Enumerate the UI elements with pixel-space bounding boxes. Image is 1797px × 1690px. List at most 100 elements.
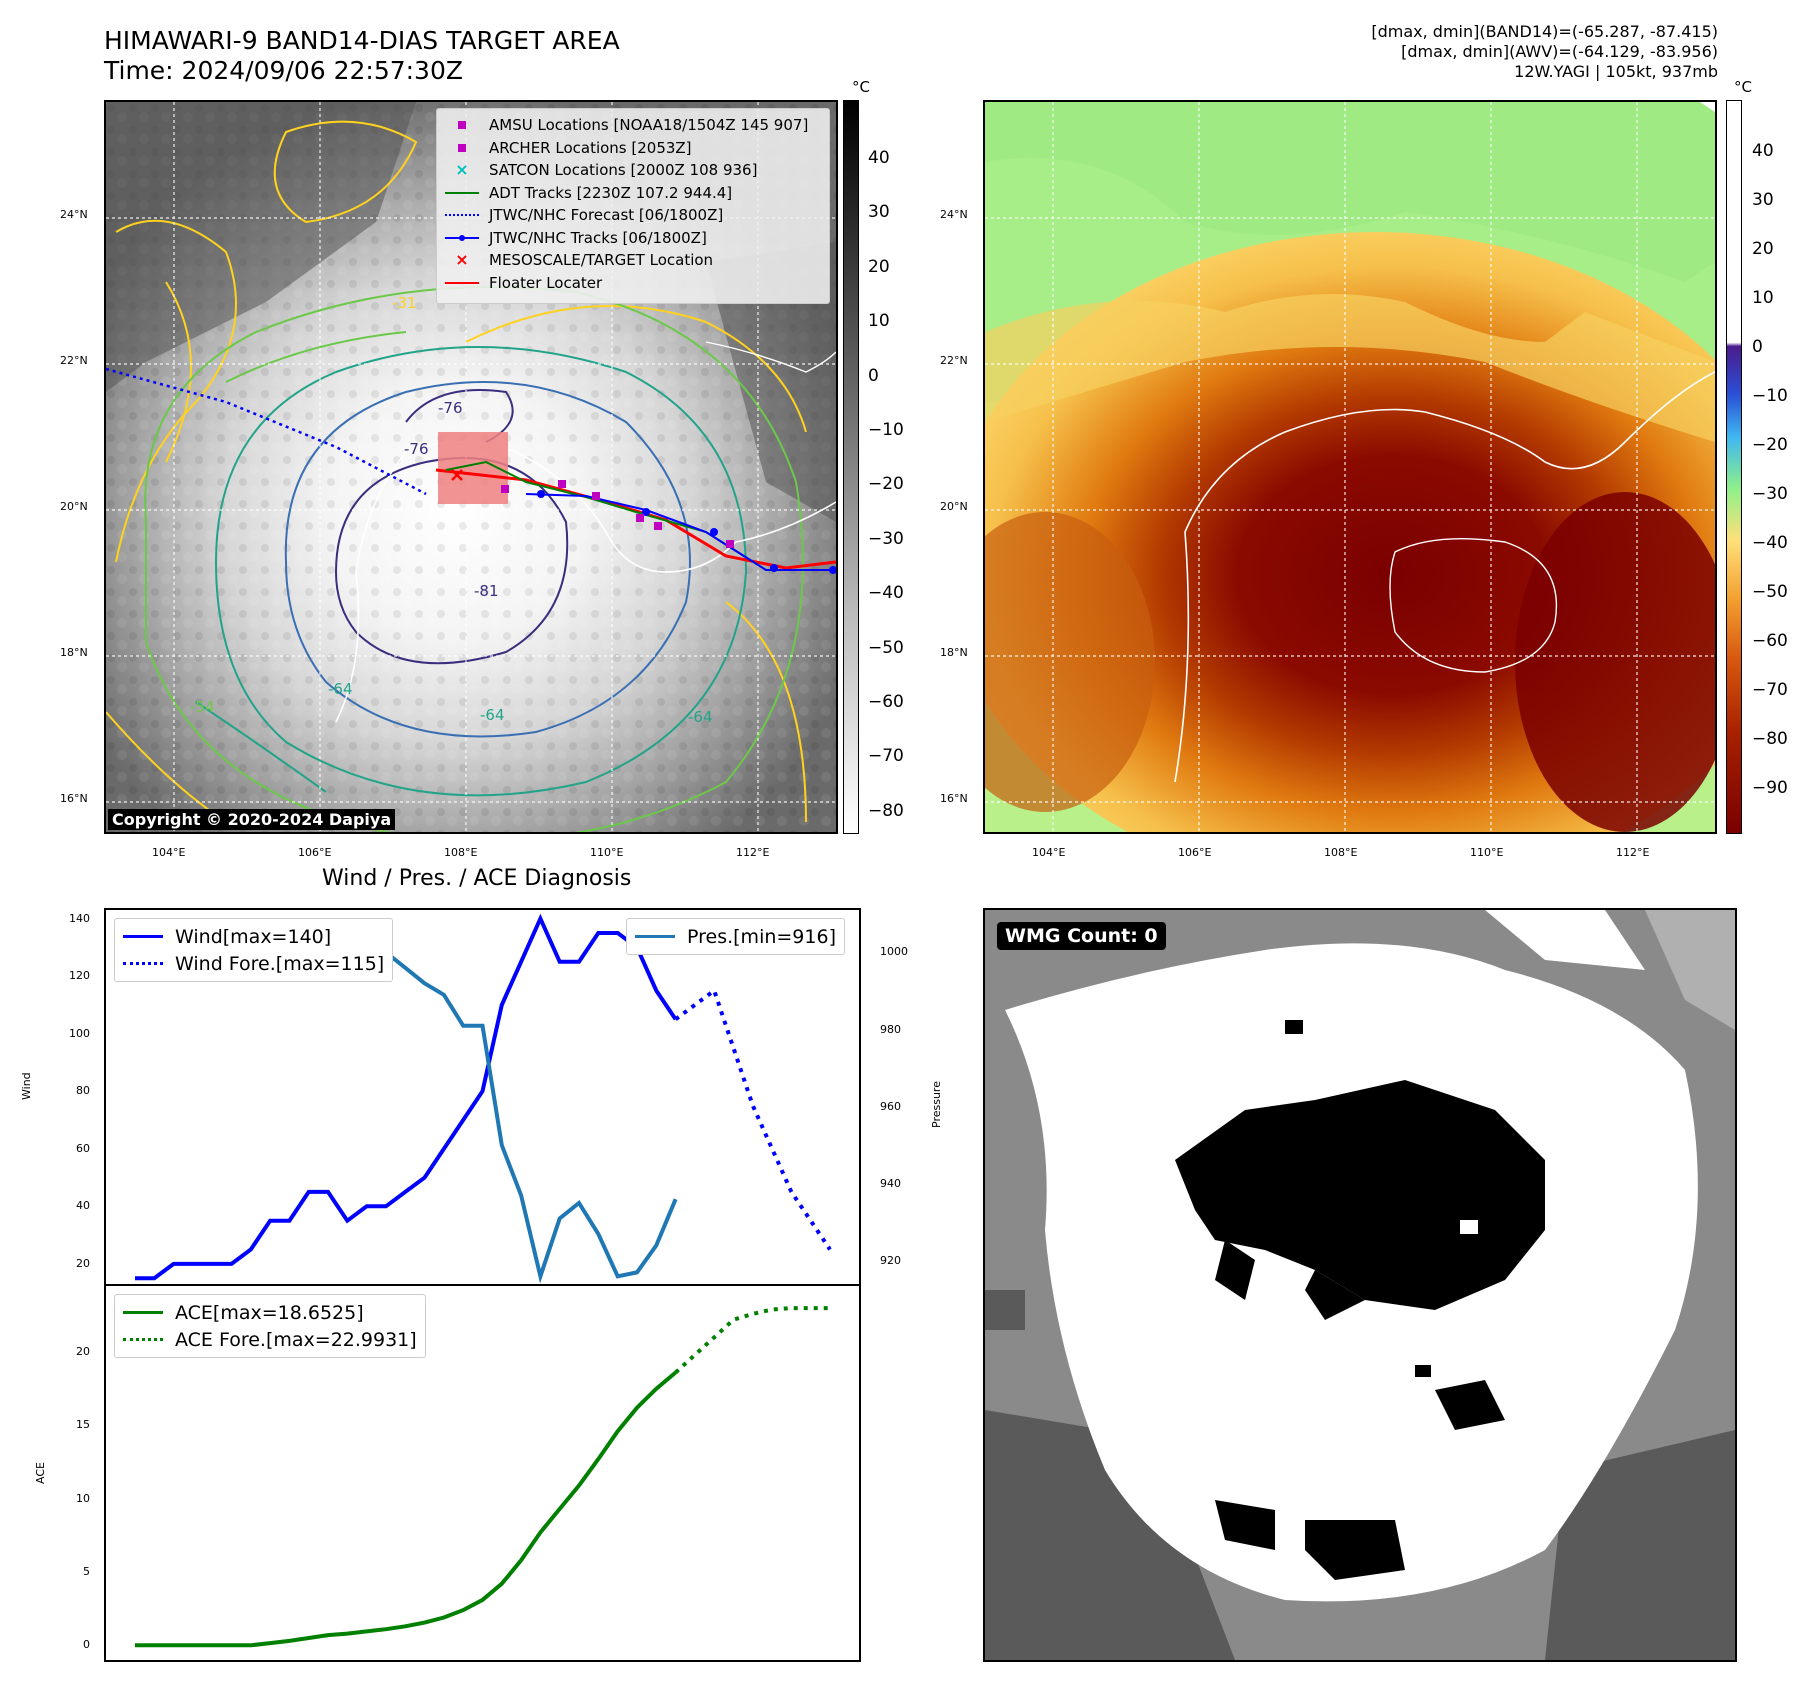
- colorbar-tick-label: −40: [1752, 533, 1788, 553]
- line-icon: [445, 186, 479, 200]
- solid-line-icon: [635, 935, 675, 938]
- awv-map-image: [985, 102, 1715, 832]
- legend-item: ACE[max=18.6525]: [123, 1299, 417, 1326]
- legend-item: JTWC/NHC Tracks [06/1800Z]: [445, 227, 821, 250]
- colorbar-tick-label: −50: [1752, 582, 1788, 602]
- legend-item: ADT Tracks [2230Z 107.2 944.4]: [445, 182, 821, 205]
- contour-label: -64: [688, 708, 713, 726]
- ace-axis-label: ACE: [34, 1462, 47, 1484]
- wind-axis-label: Wind: [20, 1072, 33, 1100]
- legend-item: × MESOSCALE/TARGET Location: [445, 249, 821, 272]
- tick-label: 1000: [880, 945, 908, 959]
- legend-item: ARCHER Locations [2053Z]: [445, 137, 821, 160]
- square-marker-icon: [445, 118, 479, 132]
- colorbar-tick-label: −30: [1752, 484, 1788, 504]
- tick-label: 20: [76, 1345, 90, 1358]
- tick-label: 100: [69, 1026, 90, 1040]
- legend-item: ACE Fore.[max=22.9931]: [123, 1326, 417, 1353]
- lon-label: 108°E: [1324, 846, 1358, 859]
- lat-label: 18°N: [940, 646, 968, 659]
- tick-label: 20: [76, 1256, 90, 1270]
- contour-label: -31: [392, 294, 417, 312]
- colorbar-tick-label: 20: [868, 256, 890, 277]
- stats-block: [dmax, dmin](BAND14)=(-65.287, -87.415) …: [1371, 22, 1718, 82]
- legend-item: × SATCON Locations [2000Z 108 936]: [445, 159, 821, 182]
- tick-label: 10: [76, 1491, 90, 1505]
- tick-label: 960: [880, 1099, 901, 1113]
- lat-label: 22°N: [60, 354, 88, 367]
- colorbar-tick-label: −60: [1752, 631, 1788, 651]
- colorbar-tick-label: 30: [1752, 190, 1774, 210]
- wind-forecast-line: [674, 987, 832, 1251]
- colorbar-tick-label: −20: [1752, 435, 1788, 455]
- awv-map-panel[interactable]: [983, 100, 1717, 834]
- contour-label: -81: [474, 582, 499, 600]
- lat-label: 18°N: [60, 646, 88, 659]
- stats-storm: 12W.YAGI | 105kt, 937mb: [1514, 62, 1718, 81]
- ir-colorbar-unit: °C: [852, 78, 870, 96]
- legend-item: Wind[max=140]: [123, 923, 384, 950]
- ir-colorbar: [843, 100, 859, 834]
- lon-label: 110°E: [590, 846, 624, 859]
- wind-legend: Wind[max=140] Wind Fore.[max=115]: [114, 918, 394, 982]
- x-marker-icon: ×: [455, 160, 469, 180]
- wmg-image: [985, 910, 1735, 1660]
- wmg-panel[interactable]: WMG Count: 0: [983, 908, 1737, 1662]
- tick-label: 5: [83, 1565, 90, 1578]
- colorbar-tick-label: −70: [868, 746, 904, 767]
- ace-legend: ACE[max=18.6525] ACE Fore.[max=22.9931]: [114, 1294, 426, 1358]
- dotted-line-icon: [445, 208, 479, 222]
- colorbar-tick-label: 40: [868, 148, 890, 168]
- wmg-count-label: WMG Count: 0: [997, 922, 1166, 950]
- page-title: HIMAWARI-9 BAND14-DIAS TARGET AREA: [104, 26, 620, 55]
- stats-band14: [dmax, dmin](BAND14)=(-65.287, -87.415): [1371, 22, 1718, 41]
- page-timestamp: Time: 2024/09/06 22:57:30Z: [104, 56, 463, 85]
- lat-label: 22°N: [940, 354, 968, 367]
- lon-label: 104°E: [152, 846, 186, 859]
- colorbar-tick-label: 0: [1752, 337, 1763, 357]
- lat-label: 24°N: [940, 208, 968, 221]
- tick-label: 15: [76, 1418, 90, 1432]
- contour-label: -76: [404, 440, 429, 458]
- tick-label: 140: [69, 911, 90, 925]
- tick-label: 60: [76, 1141, 90, 1155]
- contour-label: -76: [438, 399, 463, 417]
- awv-colorbar-unit: °C: [1734, 78, 1752, 96]
- lon-label: 108°E: [444, 846, 478, 859]
- colorbar-tick-label: −20: [868, 474, 904, 495]
- tick-label: 120: [69, 969, 90, 983]
- lon-label: 106°E: [1178, 846, 1212, 859]
- square-marker-icon: [445, 141, 479, 155]
- lon-label: 106°E: [298, 846, 332, 859]
- tick-label: 0: [83, 1638, 90, 1652]
- legend-item: JTWC/NHC Forecast [06/1800Z]: [445, 204, 821, 227]
- tick-label: 980: [880, 1022, 901, 1036]
- legend-item: AMSU Locations [NOAA18/1504Z 145 907]: [445, 114, 821, 137]
- pressure-legend: Pres.[min=916]: [626, 918, 845, 955]
- colorbar-tick-label: 40: [1752, 141, 1774, 161]
- colorbar-tick-label: −40: [868, 583, 904, 604]
- lat-label: 16°N: [940, 792, 968, 805]
- legend-item: Pres.[min=916]: [635, 923, 836, 950]
- wind-line: [135, 913, 678, 1281]
- copyright-label: Copyright © 2020-2024 Dapiya: [108, 809, 396, 830]
- lat-label: 20°N: [60, 500, 88, 513]
- dotted-line-icon: [123, 1338, 163, 1341]
- tick-label: 940: [880, 1176, 901, 1190]
- solid-line-icon: [123, 1311, 163, 1314]
- tick-label: 80: [76, 1084, 90, 1098]
- colorbar-tick-label: 10: [868, 311, 890, 332]
- line-dot-icon: [445, 231, 479, 245]
- ace-plot: ACE[max=18.6525] ACE Fore.[max=22.9931]: [104, 1284, 861, 1662]
- lon-label: 104°E: [1032, 846, 1066, 859]
- lon-label: 112°E: [736, 846, 770, 859]
- colorbar-tick-label: −10: [1752, 386, 1788, 406]
- diagnosis-title: Wind / Pres. / ACE Diagnosis: [322, 866, 632, 891]
- colorbar-tick-label: −50: [868, 637, 904, 658]
- colorbar-tick-label: −60: [868, 692, 904, 712]
- colorbar-tick-label: −30: [868, 528, 904, 549]
- ir-map-panel[interactable]: -76 -76 -81 -64 -64 -64 -54 -31 AMSU Loc…: [104, 100, 838, 834]
- stats-awv: [dmax, dmin](AWV)=(-64.129, -83.956): [1401, 42, 1718, 61]
- colorbar-tick-label: −70: [1752, 680, 1788, 700]
- ace-svg: [135, 1306, 830, 1648]
